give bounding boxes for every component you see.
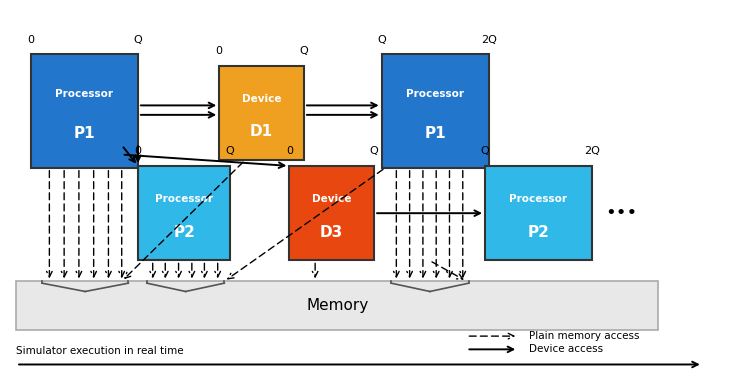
FancyBboxPatch shape — [289, 166, 374, 261]
FancyBboxPatch shape — [138, 166, 230, 261]
FancyBboxPatch shape — [382, 54, 488, 168]
Text: Q: Q — [481, 146, 489, 157]
FancyBboxPatch shape — [485, 166, 592, 261]
Text: Memory: Memory — [306, 298, 368, 313]
Text: Processor: Processor — [406, 89, 464, 99]
FancyBboxPatch shape — [219, 66, 304, 160]
Text: Q: Q — [299, 46, 308, 56]
Text: •••: ••• — [605, 204, 637, 222]
Text: 0: 0 — [286, 146, 293, 157]
Text: P2: P2 — [528, 225, 549, 240]
Text: Device: Device — [242, 94, 282, 104]
Text: Processor: Processor — [56, 89, 113, 99]
Text: Q: Q — [226, 146, 235, 157]
Text: P1: P1 — [73, 126, 96, 141]
Text: P2: P2 — [173, 225, 195, 240]
Text: Plain memory access: Plain memory access — [529, 331, 639, 341]
Text: D1: D1 — [250, 124, 273, 139]
Text: Simulator execution in real time: Simulator execution in real time — [16, 346, 184, 356]
Text: 0: 0 — [216, 46, 222, 56]
Text: D3: D3 — [320, 225, 343, 240]
Text: Device: Device — [312, 194, 351, 204]
Text: Processor: Processor — [155, 194, 213, 204]
Text: Q: Q — [133, 35, 142, 45]
Text: Device access: Device access — [529, 344, 603, 354]
Text: 0: 0 — [27, 35, 34, 45]
Text: 2Q: 2Q — [481, 35, 496, 45]
Text: P1: P1 — [425, 126, 446, 141]
Text: Q: Q — [377, 35, 386, 45]
FancyBboxPatch shape — [16, 281, 659, 330]
FancyBboxPatch shape — [31, 54, 138, 168]
Text: Processor: Processor — [510, 194, 568, 204]
Text: Q: Q — [370, 146, 379, 157]
Text: 2Q: 2Q — [584, 146, 600, 157]
Text: 0: 0 — [134, 146, 142, 157]
